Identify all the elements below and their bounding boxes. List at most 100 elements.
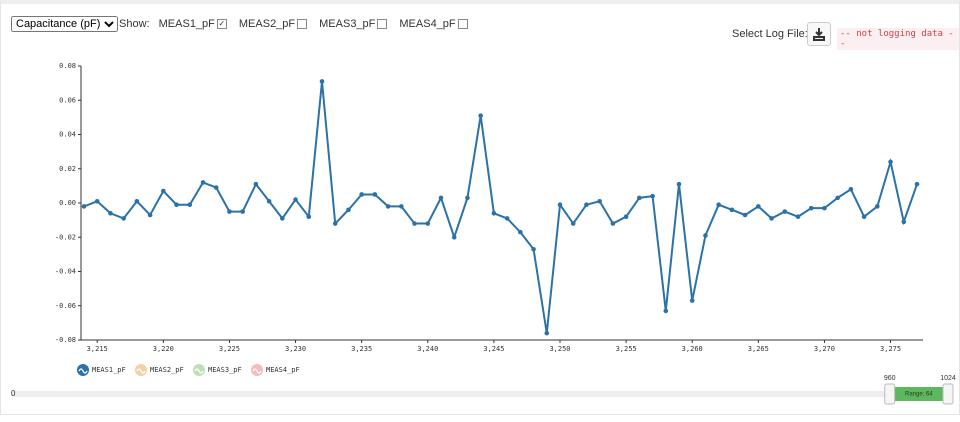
point <box>782 209 788 214</box>
point <box>795 214 801 219</box>
point <box>253 181 259 187</box>
point <box>676 181 682 187</box>
checkbox[interactable]: ✓ <box>216 19 227 30</box>
y-tick-label: -0.06 <box>55 302 76 310</box>
point <box>570 221 576 226</box>
checkbox[interactable] <box>457 19 468 30</box>
point <box>716 202 721 208</box>
point <box>200 180 206 185</box>
point <box>914 181 920 187</box>
checkbox[interactable] <box>377 19 388 30</box>
legend-label: MEAS1_pF <box>92 366 126 374</box>
point <box>742 212 748 218</box>
point <box>597 198 602 204</box>
point <box>372 192 378 197</box>
y-tick-label: 0.02 <box>59 165 76 173</box>
x-tick-label: 3,275 <box>880 345 901 353</box>
slider-handle-label: 1024 <box>940 375 956 382</box>
point <box>451 234 457 240</box>
y-tick-label: 0.00 <box>59 199 76 207</box>
dropdown[interactable]: Capacitance (pF) <box>11 16 118 32</box>
point <box>412 221 417 226</box>
point <box>557 202 563 208</box>
point <box>531 246 536 252</box>
point <box>901 219 907 225</box>
x-tick-label: 3,260 <box>682 345 703 353</box>
legend-label: MEAS3_pF <box>208 366 242 374</box>
point <box>425 221 431 226</box>
point <box>438 195 444 201</box>
point <box>161 188 166 194</box>
point <box>174 202 179 208</box>
legend-icon <box>194 368 204 374</box>
measure-select[interactable]: Capacitance (pF) <box>11 16 118 32</box>
x-tick-label: 3,245 <box>483 345 504 353</box>
slider-min-label: 0 <box>11 389 16 398</box>
point <box>478 113 483 118</box>
download-button[interactable] <box>807 22 831 46</box>
point <box>610 221 616 226</box>
point <box>213 185 219 190</box>
point <box>623 214 629 219</box>
point <box>703 233 708 238</box>
legend-icon <box>136 368 146 374</box>
point <box>689 298 695 303</box>
legend-item[interactable]: MEAS2_pF <box>135 364 184 376</box>
y-tick-label: -0.04 <box>55 268 76 276</box>
point <box>280 216 285 221</box>
point <box>584 202 589 208</box>
point <box>306 214 312 219</box>
x-tick-label: 3,240 <box>417 345 438 353</box>
x-tick-label: 3,255 <box>616 345 637 353</box>
point <box>227 209 232 214</box>
slider-track <box>11 391 952 397</box>
point <box>650 193 655 199</box>
legend-label: MEAS2_pF <box>150 366 184 374</box>
point <box>147 212 153 218</box>
legend-label: MEAS4_pF <box>266 366 300 374</box>
point <box>491 210 497 216</box>
point <box>399 204 404 209</box>
legend-item[interactable]: MEAS1_pF <box>77 364 126 376</box>
slider-low-handle[interactable] <box>884 383 896 405</box>
legend-item[interactable]: MEAS3_pF <box>193 364 242 376</box>
series-line <box>83 81 918 334</box>
log-label: Select Log File: <box>732 28 808 40</box>
point <box>808 205 814 211</box>
point <box>835 195 840 201</box>
slider-high-handle[interactable] <box>942 383 954 405</box>
download-icon <box>813 28 825 41</box>
point <box>332 221 338 226</box>
point <box>544 330 550 336</box>
show-label: Show: <box>119 18 150 30</box>
point <box>187 202 193 208</box>
point <box>81 204 87 209</box>
point <box>729 207 735 213</box>
legend-item[interactable]: MEAS4_pF <box>251 364 300 376</box>
x-tick-label: 3,270 <box>814 345 835 353</box>
x-tick-label: 3,220 <box>153 345 174 353</box>
point <box>637 195 642 201</box>
x-tick-label: 3,230 <box>285 345 306 353</box>
point <box>319 79 325 84</box>
slider-handle-label: 960 <box>884 375 896 382</box>
point <box>875 204 880 209</box>
point <box>848 187 854 192</box>
point <box>861 214 867 219</box>
checkbox-label: MEAS4_pF <box>399 18 456 30</box>
legend-icon <box>78 368 88 374</box>
point <box>822 205 827 211</box>
legend-icon <box>252 368 262 374</box>
point <box>756 204 761 209</box>
point <box>121 216 126 221</box>
checkbox-label: MEAS3_pF <box>319 18 376 30</box>
point <box>134 198 140 204</box>
y-tick-label: -0.02 <box>55 233 76 241</box>
point <box>94 198 100 204</box>
y-tick-label: -0.08 <box>55 336 76 344</box>
x-tick-label: 3,225 <box>219 345 240 353</box>
point <box>240 209 245 214</box>
x-tick-label: 3,250 <box>549 345 570 353</box>
checkbox[interactable] <box>297 19 308 30</box>
